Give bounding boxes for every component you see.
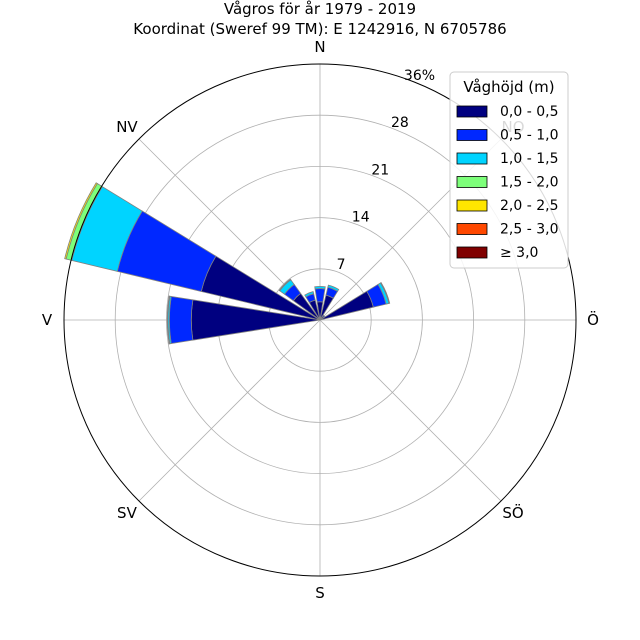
- chart-title: Vågros för år 1979 - 2019: [224, 0, 416, 18]
- legend-entry: 2,0 - 2,5: [500, 198, 558, 214]
- legend-title: Våghöjd (m): [463, 78, 554, 96]
- sector-bar-segment: [314, 285, 326, 290]
- sector-bar-segment: [64, 182, 98, 260]
- legend-entry: 1,5 - 2,0: [500, 175, 558, 191]
- sector-bars: [64, 182, 391, 345]
- direction-label: SV: [117, 504, 138, 522]
- ring-tick-label: 21: [371, 162, 389, 178]
- sector-bar-segment: [379, 281, 391, 304]
- legend-swatch: [456, 199, 488, 212]
- grid-spoke: [319, 319, 502, 502]
- direction-label: N: [314, 38, 325, 56]
- sector-bar-segment: [169, 295, 194, 345]
- legend-swatch: [456, 152, 488, 165]
- direction-label: NV: [116, 118, 138, 136]
- ring-tick-label: 14: [352, 210, 370, 226]
- chart-subtitle: Koordinat (Sweref 99 TM): E 1242916, N 6…: [133, 20, 506, 38]
- legend-swatch: [456, 176, 488, 188]
- legend: Våghöjd (m) 0,0 - 0,5 0,5 - 1,0 1,0 - 1,5 1,…: [449, 71, 569, 269]
- sector-bar-segment: [314, 288, 326, 303]
- legend-entry: ≥ 3,0: [500, 245, 538, 261]
- outer-ring: [63, 63, 577, 577]
- legend-entry: 1,0 - 1,5: [500, 151, 558, 167]
- direction-label: Ö: [587, 310, 599, 329]
- legend-entry: 0,5 - 1,0: [500, 128, 558, 144]
- legend-swatch: [456, 105, 488, 118]
- legend-swatch: [456, 246, 488, 259]
- ring-labels: 7 14 21 28 36%: [337, 68, 435, 273]
- sector-bar-segment: [278, 278, 292, 292]
- direction-label: S: [315, 584, 325, 602]
- direction-label: SÖ: [502, 503, 523, 522]
- direction-label: V: [42, 311, 53, 329]
- ring-tick-label: 7: [337, 257, 346, 273]
- sector-bar-segment: [322, 314, 326, 318]
- legend-box: [449, 71, 569, 269]
- sector-bar-segment: [327, 284, 340, 292]
- legend-swatch: [456, 129, 488, 141]
- legend-entry: 0,0 - 0,5: [500, 104, 558, 120]
- ring-tick-label: 28: [391, 115, 409, 131]
- polar-frame: [63, 63, 577, 577]
- grid-spoke: [138, 319, 321, 502]
- legend-swatch: [456, 223, 488, 235]
- ring-tick-label: 36%: [404, 68, 435, 84]
- sector-bar-segment: [166, 295, 171, 345]
- legend-entry: 2,5 - 3,0: [500, 222, 558, 238]
- sector-bar-segment: [304, 291, 315, 298]
